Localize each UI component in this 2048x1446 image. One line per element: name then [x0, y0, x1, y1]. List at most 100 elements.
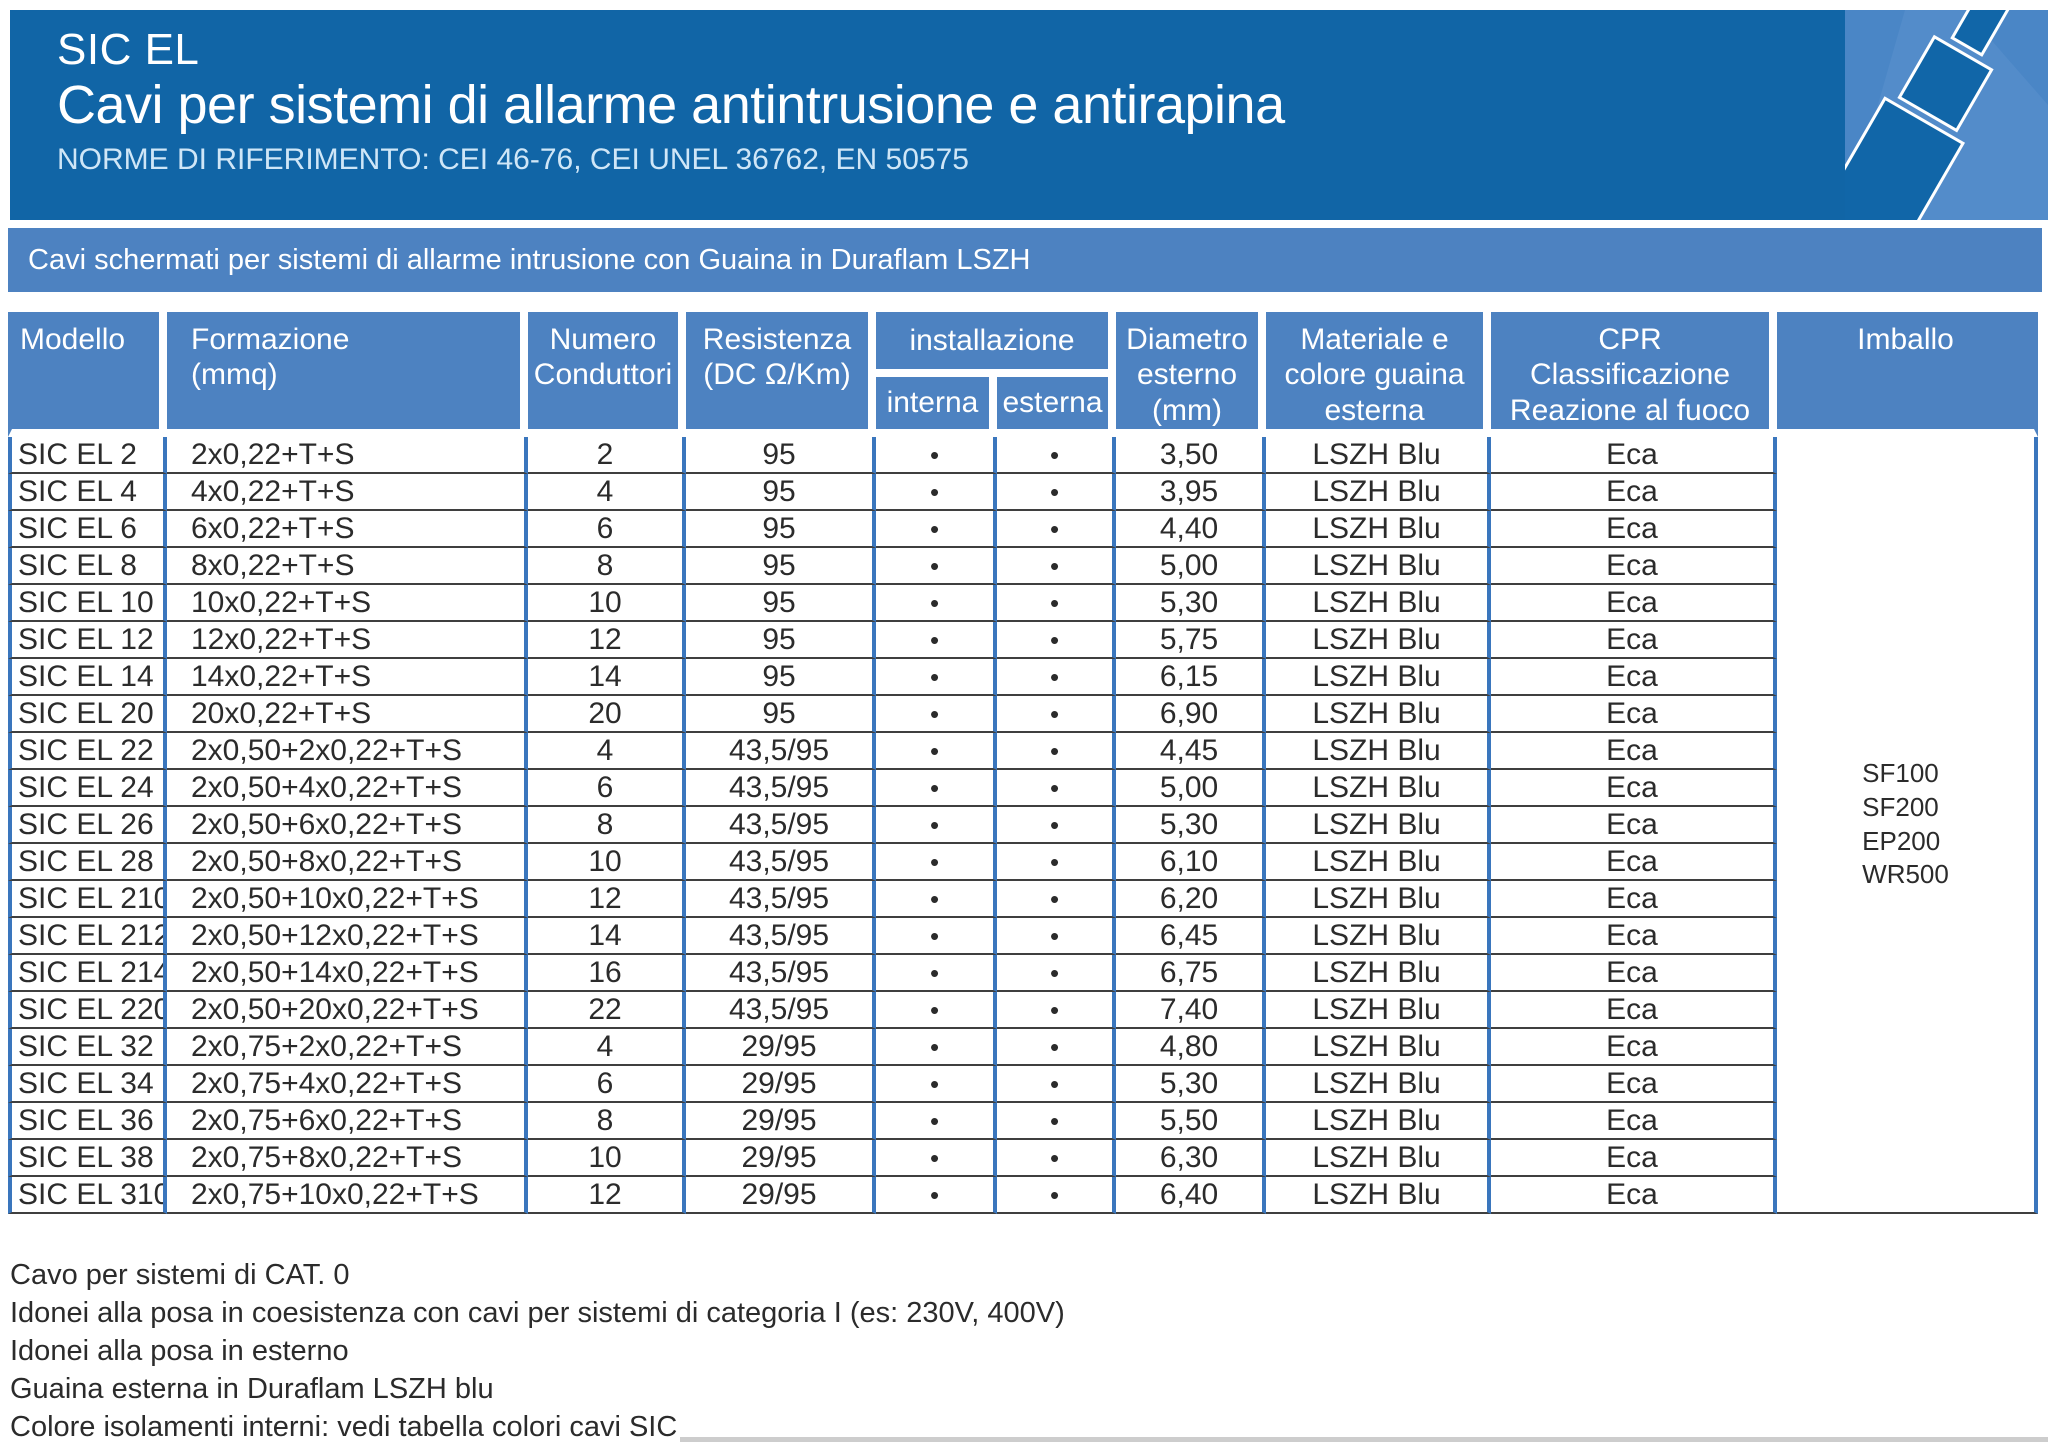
formazione-cell: 2x0,50+10x0,22+T+S — [167, 881, 528, 919]
col-header-modello: Modello — [8, 312, 167, 438]
footer-note-line: Cavo per sistemi di CAT. 0 — [10, 1259, 350, 1291]
diametro-cell: 6,75 — [1116, 955, 1267, 993]
guaina-cell: LSZH Blu — [1266, 1140, 1492, 1178]
guaina-cell: LSZH Blu — [1266, 622, 1492, 660]
modello-cell: SIC EL 212 — [8, 918, 167, 956]
modello-cell: SIC EL 220 — [8, 992, 167, 1030]
guaina-cell: LSZH Blu — [1266, 585, 1492, 623]
formazione-cell: 2x0,50+2x0,22+T+S — [167, 733, 528, 771]
resistenza-cell: 95 — [686, 696, 876, 734]
diametro-cell: 6,20 — [1116, 881, 1267, 919]
diametro-cell: 5,50 — [1116, 1103, 1267, 1141]
installazione-esterna-dot: • — [997, 770, 1117, 808]
guaina-cell: LSZH Blu — [1266, 1066, 1492, 1104]
modello-cell: SIC EL 24 — [8, 770, 167, 808]
guaina-cell: LSZH Blu — [1266, 511, 1492, 549]
conduttori-cell: 4 — [528, 1029, 686, 1067]
diametro-cell: 6,10 — [1116, 844, 1267, 882]
table-row: SIC EL 212 2x0,50+12x0,22+T+S 14 43,5/95 • • 6… — [8, 918, 2038, 956]
modello-cell: SIC EL 26 — [8, 807, 167, 845]
conduttori-cell: 8 — [528, 807, 686, 845]
conduttori-cell: 10 — [528, 844, 686, 882]
page-edge-strip — [680, 1437, 2048, 1442]
table-row: SIC EL 4 4x0,22+T+S 4 95 • • 3,95 LSZH Blu Eca — [8, 474, 2038, 512]
guaina-cell: LSZH Blu — [1266, 474, 1492, 512]
installazione-esterna-dot: • — [997, 696, 1117, 734]
header-band: SIC EL Cavi per sistemi di allarme antin… — [10, 10, 2048, 220]
modello-cell: SIC EL 12 — [8, 622, 167, 660]
resistenza-cell: 95 — [686, 474, 876, 512]
resistenza-cell: 43,5/95 — [686, 881, 876, 919]
resistenza-cell: 43,5/95 — [686, 844, 876, 882]
table-row: SIC EL 36 2x0,75+6x0,22+T+S 8 29/95 • • 5,50 LS… — [8, 1103, 2038, 1141]
cpr-cell: Eca — [1491, 1029, 1778, 1067]
table-row: SIC EL 12 12x0,22+T+S 12 95 • • 5,75 LSZH Blu Ec… — [8, 622, 2038, 660]
diametro-cell: 4,40 — [1116, 511, 1267, 549]
installazione-esterna-dot: • — [997, 511, 1117, 549]
cpr-cell: Eca — [1491, 622, 1778, 660]
installazione-esterna-dot: • — [997, 1140, 1117, 1178]
cpr-cell: Eca — [1491, 733, 1778, 771]
table-row: SIC EL 24 2x0,50+4x0,22+T+S 6 43,5/95 • • 5,00… — [8, 770, 2038, 808]
diametro-cell: 6,15 — [1116, 659, 1267, 697]
cpr-cell: Eca — [1491, 696, 1778, 734]
diametro-cell: 5,00 — [1116, 548, 1267, 586]
resistenza-cell: 43,5/95 — [686, 918, 876, 956]
cpr-cell: Eca — [1491, 548, 1778, 586]
cpr-cell: Eca — [1491, 437, 1778, 475]
installazione-interna-dot: • — [876, 844, 997, 882]
modello-cell: SIC EL 20 — [8, 696, 167, 734]
installazione-interna-dot: • — [876, 733, 997, 771]
installazione-interna-dot: • — [876, 659, 997, 697]
guaina-cell: LSZH Blu — [1266, 881, 1492, 919]
installazione-interna-dot: • — [876, 881, 997, 919]
resistenza-cell: 95 — [686, 548, 876, 586]
resistenza-cell: 95 — [686, 659, 876, 697]
table-row: SIC EL 26 2x0,50+6x0,22+T+S 8 43,5/95 • • 5,30… — [8, 807, 2038, 845]
installazione-interna-dot: • — [876, 548, 997, 586]
cpr-cell: Eca — [1491, 955, 1778, 993]
conduttori-cell: 10 — [528, 585, 686, 623]
formazione-cell: 6x0,22+T+S — [167, 511, 528, 549]
installazione-interna-dot: • — [876, 1066, 997, 1104]
diametro-cell: 4,45 — [1116, 733, 1267, 771]
formazione-cell: 2x0,50+12x0,22+T+S — [167, 918, 528, 956]
installazione-esterna-dot: • — [997, 733, 1117, 771]
installazione-esterna-dot: • — [997, 622, 1117, 660]
resistenza-cell: 95 — [686, 511, 876, 549]
formazione-cell: 2x0,50+14x0,22+T+S — [167, 955, 528, 993]
formazione-cell: 10x0,22+T+S — [167, 585, 528, 623]
table-row: SIC EL 2 2x0,22+T+S 2 95 • • 3,50 LSZH Blu Eca SF… — [8, 437, 2039, 1215]
col-header-numero-conduttori: Numero Conduttori — [528, 312, 686, 438]
footer-notes: Cavo per sistemi di CAT. 0 Idonei alla po… — [10, 1256, 1065, 1446]
guaina-cell: LSZH Blu — [1266, 955, 1492, 993]
installazione-esterna-dot: • — [997, 1066, 1117, 1104]
cpr-cell: Eca — [1491, 881, 1778, 919]
guaina-cell: LSZH Blu — [1266, 437, 1492, 475]
conduttori-cell: 10 — [528, 1140, 686, 1178]
guaina-cell: LSZH Blu — [1266, 659, 1492, 697]
cpr-cell: Eca — [1491, 511, 1778, 549]
section-banner-text: Cavi schermati per sistemi di allarme in… — [28, 243, 1031, 276]
cpr-cell: Eca — [1491, 1066, 1778, 1104]
col-header-diametro: Diametro esterno (mm) — [1116, 312, 1267, 438]
conduttori-cell: 12 — [528, 622, 686, 660]
modello-cell: SIC EL 14 — [8, 659, 167, 697]
installazione-esterna-dot: • — [997, 807, 1117, 845]
resistenza-cell: 43,5/95 — [686, 807, 876, 845]
footer-note-line: Idonei alla posa in esterno — [10, 1335, 349, 1367]
diametro-cell: 5,00 — [1116, 770, 1267, 808]
table-row: SIC EL 10 10x0,22+T+S 10 95 • • 5,30 LSZH Blu Ec… — [8, 585, 2038, 623]
installazione-interna-dot: • — [876, 1103, 997, 1141]
modello-cell: SIC EL 38 — [8, 1140, 167, 1178]
guaina-cell: LSZH Blu — [1266, 770, 1492, 808]
diametro-cell: 5,30 — [1116, 1066, 1267, 1104]
resistenza-cell: 95 — [686, 437, 876, 475]
installazione-interna-dot: • — [876, 807, 997, 845]
installazione-esterna-dot: • — [997, 659, 1117, 697]
formazione-cell: 8x0,22+T+S — [167, 548, 528, 586]
conduttori-cell: 12 — [528, 1177, 686, 1215]
diametro-cell: 6,45 — [1116, 918, 1267, 956]
installazione-esterna-dot: • — [997, 437, 1117, 475]
formazione-cell: 20x0,22+T+S — [167, 696, 528, 734]
